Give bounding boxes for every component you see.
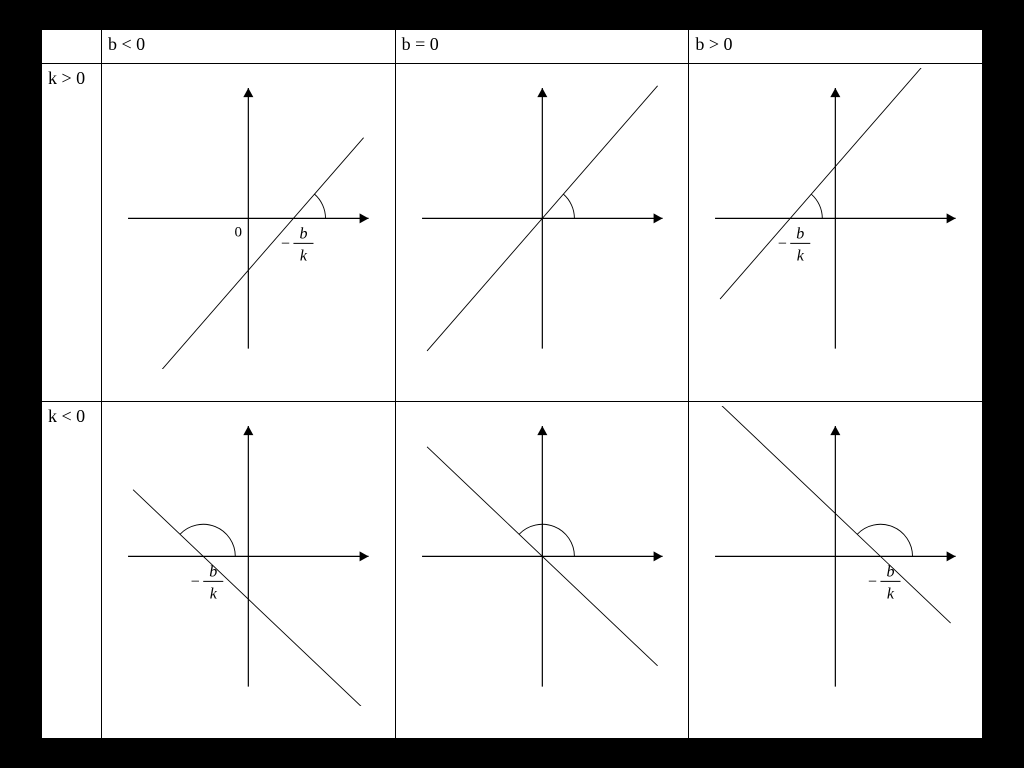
- row-header-0: k > 0: [42, 64, 102, 402]
- graph-r1c0: −bk: [108, 406, 389, 707]
- angle-arc: [563, 194, 574, 218]
- row-header-1: k < 0: [42, 401, 102, 739]
- cell-r0c0: 0 −bk: [102, 64, 396, 402]
- intercept-label: −bk: [281, 225, 314, 264]
- svg-text:−: −: [191, 573, 200, 590]
- svg-text:−: −: [281, 235, 290, 252]
- cell-r1c1: [395, 401, 689, 739]
- graph-r0c0: 0 −bk: [108, 68, 389, 369]
- col-header-0: b < 0: [102, 30, 396, 64]
- cell-r1c0: −bk: [102, 401, 396, 739]
- intercept-label: −bk: [868, 563, 901, 602]
- col-header-2: b > 0: [689, 30, 983, 64]
- cell-r0c1: [395, 64, 689, 402]
- cell-r1c2: −bk: [689, 401, 983, 739]
- svg-text:b: b: [209, 563, 217, 580]
- svg-text:−: −: [778, 235, 787, 252]
- svg-text:−: −: [868, 573, 877, 590]
- diagram-frame: b < 0 b = 0 b > 0 k > 0 0−bk −bk k < 0 −…: [40, 28, 984, 740]
- svg-text:k: k: [797, 247, 805, 264]
- axes: [715, 426, 956, 687]
- col-header-1: b = 0: [395, 30, 689, 64]
- svg-text:0: 0: [235, 224, 243, 240]
- graph-r0c2: −bk: [695, 68, 976, 369]
- svg-text:k: k: [887, 585, 895, 602]
- angle-arc: [858, 524, 913, 556]
- corner-cell: [42, 30, 102, 64]
- graph-r0c1: [402, 68, 683, 369]
- axes: [128, 426, 369, 687]
- axes: [128, 88, 369, 349]
- angle-arc: [519, 524, 574, 556]
- angle-arc: [812, 194, 823, 218]
- angle-arc: [180, 524, 235, 556]
- axes: [715, 88, 956, 349]
- layout-table: b < 0 b = 0 b > 0 k > 0 0−bk −bk k < 0 −…: [41, 29, 983, 739]
- angle-arc: [314, 194, 325, 218]
- svg-text:k: k: [300, 247, 308, 264]
- cell-r0c2: −bk: [689, 64, 983, 402]
- svg-text:b: b: [797, 225, 805, 242]
- graph-r1c1: [402, 406, 683, 707]
- svg-text:b: b: [299, 225, 307, 242]
- graph-r1c2: −bk: [695, 406, 976, 707]
- intercept-label: −bk: [191, 563, 224, 602]
- svg-text:k: k: [210, 585, 218, 602]
- intercept-label: −bk: [778, 225, 811, 264]
- svg-text:b: b: [887, 563, 895, 580]
